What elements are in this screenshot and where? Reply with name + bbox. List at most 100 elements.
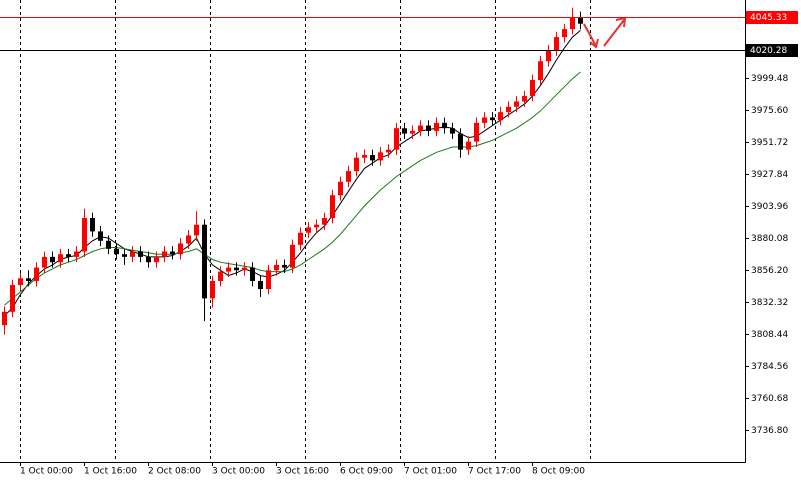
candle-body <box>306 227 311 233</box>
x-tick-label: 1 Oct 16:00 <box>84 467 137 477</box>
y-tick-label: 3760.68 <box>751 394 788 404</box>
candle-body <box>58 254 63 263</box>
y-tick-label: 3832.32 <box>751 298 788 308</box>
candle-body <box>106 240 111 249</box>
candle-body <box>26 278 31 281</box>
candle-body <box>266 270 271 290</box>
candle-body <box>466 141 471 150</box>
y-tick-label: 3736.80 <box>751 426 788 436</box>
x-tick-label: 2 Oct 08:00 <box>148 467 201 477</box>
candle-body <box>122 254 127 257</box>
candle-body <box>578 17 583 24</box>
price-level-label: 4045.33 <box>750 13 787 23</box>
y-tick-label: 3808.44 <box>751 330 788 340</box>
candle-body <box>178 243 183 255</box>
arrow-down <box>583 23 597 47</box>
y-tick-label: 3903.96 <box>751 202 788 212</box>
candle-body <box>554 37 559 51</box>
candle-body <box>50 256 55 263</box>
candle-body <box>226 267 231 272</box>
candle-body <box>522 96 527 102</box>
candle-body <box>42 256 47 268</box>
candle-body <box>330 195 335 219</box>
candle-body <box>258 280 263 290</box>
candle-body <box>354 157 359 172</box>
candle-body <box>450 128 455 134</box>
y-tick-label: 3784.56 <box>751 362 788 372</box>
candle-body <box>498 112 503 121</box>
candle-body <box>242 267 247 271</box>
price-level-box <box>746 11 798 24</box>
candle-body <box>490 117 495 121</box>
candle-body <box>154 256 159 263</box>
candle-body <box>82 218 87 252</box>
y-tick-label: 3951.72 <box>751 138 788 148</box>
candle-body <box>482 117 487 123</box>
candle-body <box>410 130 415 134</box>
candle-body <box>378 152 383 161</box>
y-tick-label: 3975.60 <box>751 106 788 116</box>
candle-body <box>418 125 423 131</box>
x-tick-label: 1 Oct 00:00 <box>20 467 73 477</box>
candle-body <box>426 125 431 131</box>
candle-body <box>186 235 191 244</box>
candle-body <box>346 171 351 182</box>
price-level-box <box>746 44 798 57</box>
candle-body <box>138 251 143 257</box>
candle-body <box>370 155 375 161</box>
candle-body <box>314 224 319 228</box>
candle-body <box>298 232 303 245</box>
candle-body <box>130 251 135 257</box>
candle-body <box>114 248 119 255</box>
x-tick-label: 7 Oct 01:00 <box>404 467 457 477</box>
y-tick-label: 3856.20 <box>751 266 788 276</box>
x-tick-label: 7 Oct 17:00 <box>468 467 521 477</box>
candle-body <box>506 106 511 113</box>
candle-body <box>338 181 343 196</box>
candle-body <box>146 256 151 263</box>
candle-body <box>10 284 15 312</box>
candle-body <box>570 17 575 30</box>
x-tick-label: 6 Oct 09:00 <box>340 467 393 477</box>
candle-body <box>458 133 463 150</box>
arrow-head <box>589 38 599 49</box>
candle-body <box>90 218 95 232</box>
price-level-label: 4020.28 <box>750 46 787 56</box>
candle-body <box>202 224 207 299</box>
candle-body <box>394 128 399 150</box>
candle-body <box>402 128 407 134</box>
candle-body <box>434 122 439 131</box>
candle-body <box>474 122 479 142</box>
x-tick-label: 3 Oct 00:00 <box>212 467 265 477</box>
candle-body <box>290 244 295 268</box>
candle-body <box>538 61 543 80</box>
candle-body <box>386 149 391 153</box>
candle-body <box>34 267 39 281</box>
candle-body <box>562 29 567 38</box>
day-separators <box>20 0 591 462</box>
y-tick-label: 3999.48 <box>751 74 788 84</box>
candle-body <box>162 251 167 257</box>
candle-body <box>194 224 199 236</box>
candle-body <box>98 231 103 241</box>
candle-body <box>322 218 327 225</box>
arrow-up <box>603 19 625 47</box>
y-tick-label: 3880.08 <box>751 234 788 244</box>
y-tick-label: 3927.84 <box>751 170 788 180</box>
candle-body <box>250 267 255 281</box>
candle-body <box>170 251 175 255</box>
candle-body <box>2 311 7 326</box>
candle-body <box>274 264 279 271</box>
x-tick-label: 8 Oct 09:00 <box>532 467 585 477</box>
candle-body <box>514 101 519 107</box>
candle-body <box>218 271 223 281</box>
candle-body <box>234 267 239 271</box>
candle-body <box>546 50 551 62</box>
x-tick-label: 3 Oct 16:00 <box>276 467 329 477</box>
candle-body <box>210 280 215 299</box>
candle-body <box>18 278 23 285</box>
candle-body <box>74 251 79 257</box>
candle-body <box>362 155 367 158</box>
candle-body <box>442 122 447 129</box>
